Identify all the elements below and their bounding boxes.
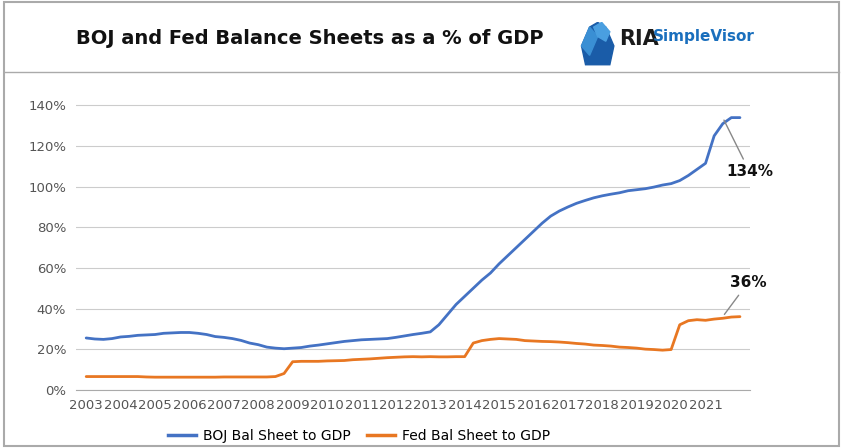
Text: SimpleVisor: SimpleVisor [653,29,755,44]
Text: BOJ and Fed Balance Sheets as a % of GDP: BOJ and Fed Balance Sheets as a % of GDP [76,29,544,48]
Text: 36%: 36% [724,275,766,314]
Text: RIA: RIA [620,29,659,49]
Legend: BOJ Bal Sheet to GDP, Fed Bal Sheet to GDP: BOJ Bal Sheet to GDP, Fed Bal Sheet to G… [163,423,556,448]
Text: 134%: 134% [724,120,773,179]
Polygon shape [582,27,598,55]
Polygon shape [582,22,614,65]
Polygon shape [593,22,609,41]
